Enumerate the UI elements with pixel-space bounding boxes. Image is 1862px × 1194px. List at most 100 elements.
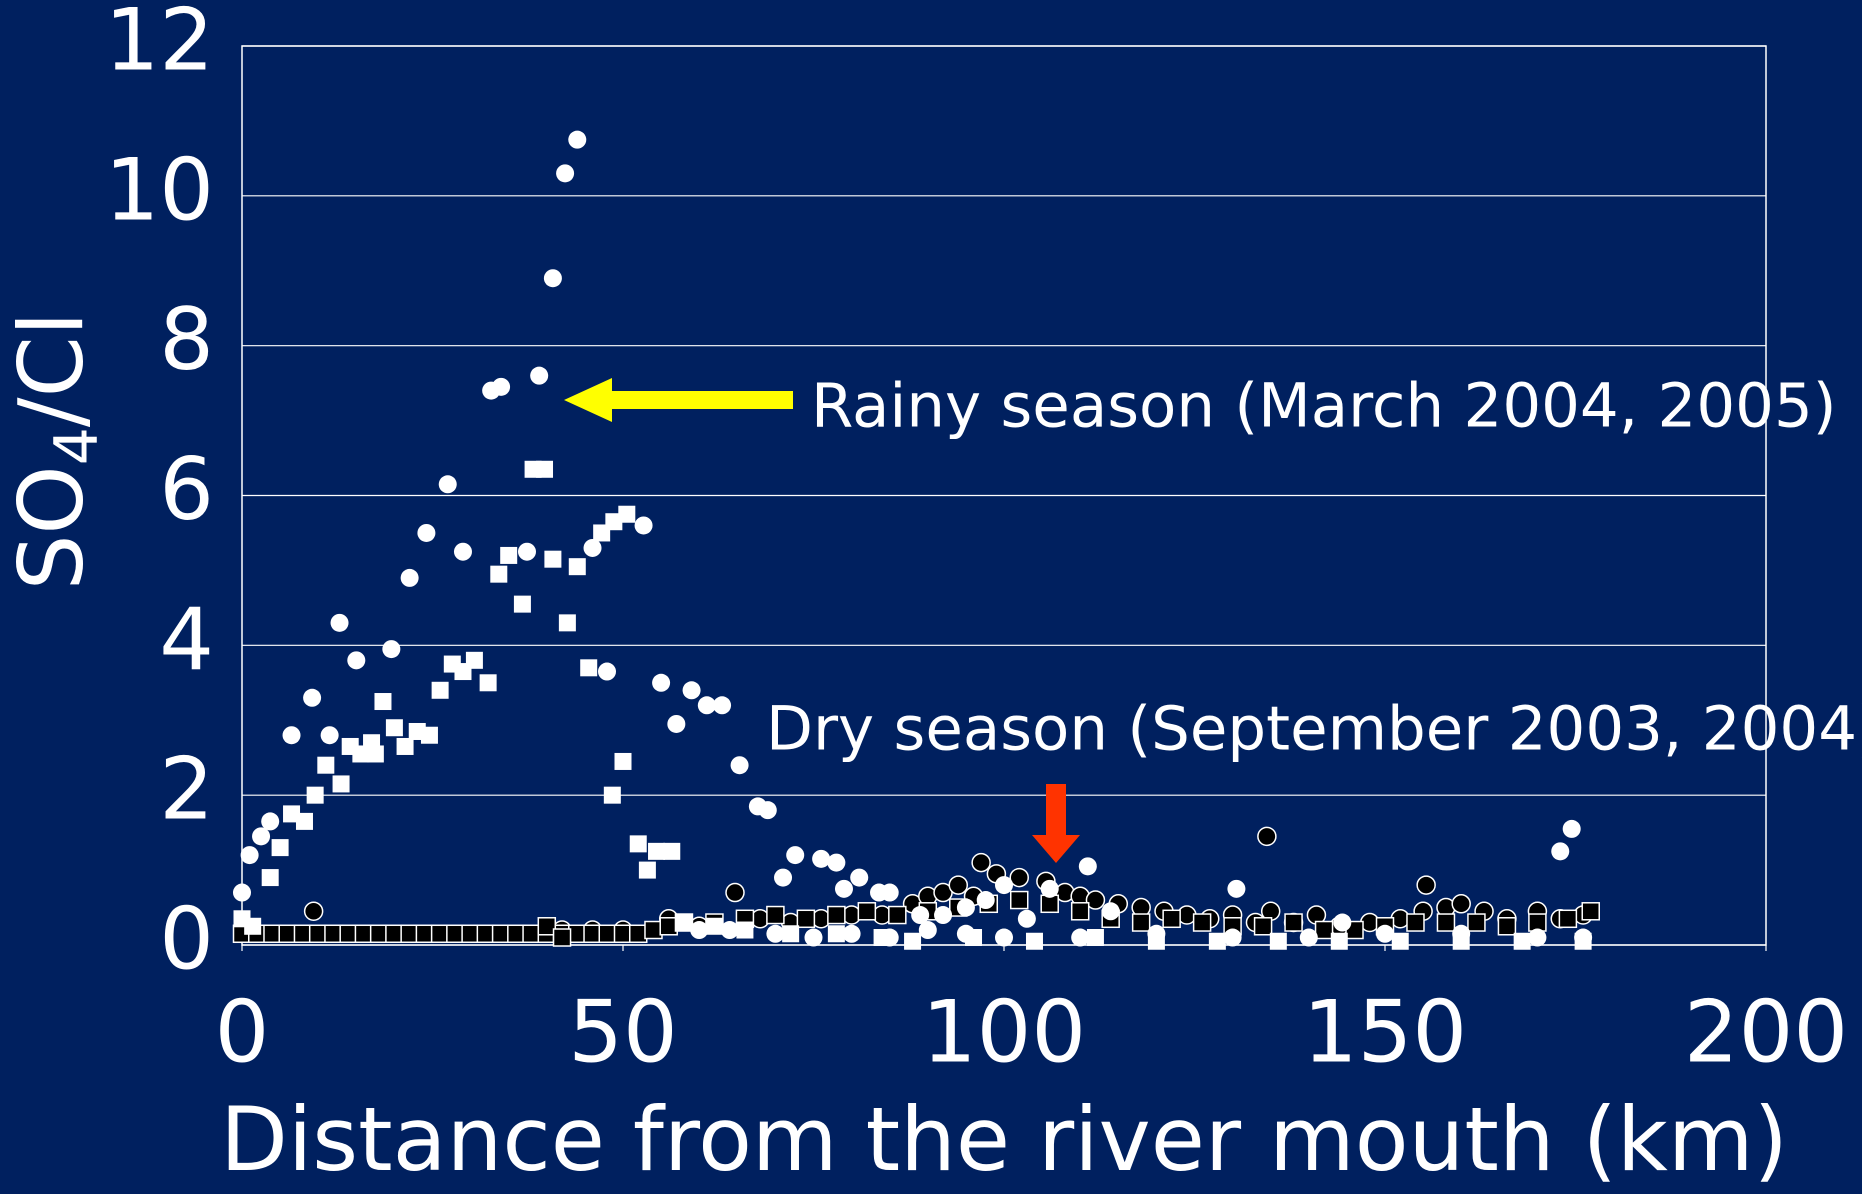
circle-marker [568,130,587,149]
circle-marker [842,924,861,943]
square-marker [369,924,389,944]
square-marker [888,905,907,925]
square-marker [1406,913,1425,932]
square-marker [507,924,526,944]
circle-marker [1299,928,1318,947]
circle-marker [1009,867,1029,888]
square-marker [1497,917,1517,936]
circle-marker [690,921,709,940]
square-marker [366,745,384,763]
circle-marker [995,876,1013,895]
circle-marker [597,662,616,681]
circle-marker [976,891,995,910]
y-tick-label: 2 [159,740,214,840]
x-tick-label: 100 [922,982,1086,1082]
square-marker [1314,920,1334,940]
square-marker [339,924,358,944]
circle-marker [1551,842,1570,861]
square-marker [522,924,541,944]
circle-marker [261,812,280,831]
circle-marker [1376,924,1394,943]
square-marker [648,842,666,860]
circle-marker [956,898,975,917]
circle-marker [827,853,846,872]
circle-marker [918,921,937,940]
square-marker [603,786,621,804]
circle-marker [517,542,536,561]
circle-marker [453,542,472,561]
square-marker [1436,913,1456,932]
square-marker [1208,932,1226,950]
y-tick-label: 0 [159,889,214,989]
circle-marker [652,673,671,692]
square-marker [1070,902,1090,921]
circle-marker [1562,819,1581,838]
square-marker [332,775,350,793]
circle-marker [758,801,777,820]
square-marker [873,929,891,947]
square-marker [295,812,313,830]
square-marker [1009,890,1029,910]
square-marker [1025,932,1043,950]
y-tick-label: 12 [105,0,214,90]
square-marker [1269,932,1287,950]
square-marker [1284,913,1303,932]
x-axis-title: Distance from the river mouth (km) [220,1088,1788,1191]
square-marker [1086,929,1104,947]
square-marker [782,925,800,943]
circle-marker [725,882,745,903]
square-marker [431,681,449,699]
circle-marker [556,164,575,183]
square-marker [766,905,785,925]
square-marker [544,550,562,568]
square-marker [904,932,922,950]
circle-marker [382,640,401,659]
square-marker [1192,913,1212,932]
circle-marker [786,846,805,865]
circle-marker [804,928,823,947]
circle-marker [774,868,793,887]
x-tick-label: 0 [215,982,270,1082]
circle-marker [934,906,953,925]
circle-marker [1416,875,1436,895]
circle-marker [720,921,739,940]
circle-marker [933,882,953,903]
circle-marker [667,714,686,733]
circle-marker [995,928,1013,947]
square-marker [1528,913,1547,932]
circle-marker [1451,894,1471,914]
square-marker [400,924,419,944]
square-marker [374,693,392,711]
square-marker [537,917,557,936]
square-marker [965,929,983,947]
circle-marker [766,924,785,943]
circle-marker [320,726,339,745]
square-marker [614,752,632,770]
circle-marker [400,568,419,587]
circle-marker [347,651,366,670]
square-marker [580,659,598,677]
square-marker [1513,932,1531,950]
circle-marker [492,377,511,396]
y-tick-label: 10 [105,140,214,240]
marks [232,130,1600,950]
square-marker [857,902,877,921]
square-marker [491,924,511,944]
x-tick-label: 200 [1684,982,1848,1082]
circle-marker [1071,928,1090,947]
square-marker [663,842,681,860]
circle-marker [303,901,324,922]
square-marker [638,861,656,879]
square-marker [500,546,518,564]
square-marker [306,786,324,804]
square-marker [736,921,754,939]
square-marker [263,924,282,944]
square-marker [659,917,678,936]
square-marker [1330,932,1348,950]
circle-marker [1227,879,1246,898]
circle-marker [1257,826,1277,847]
square-marker [513,595,531,613]
circle-marker [252,827,271,846]
